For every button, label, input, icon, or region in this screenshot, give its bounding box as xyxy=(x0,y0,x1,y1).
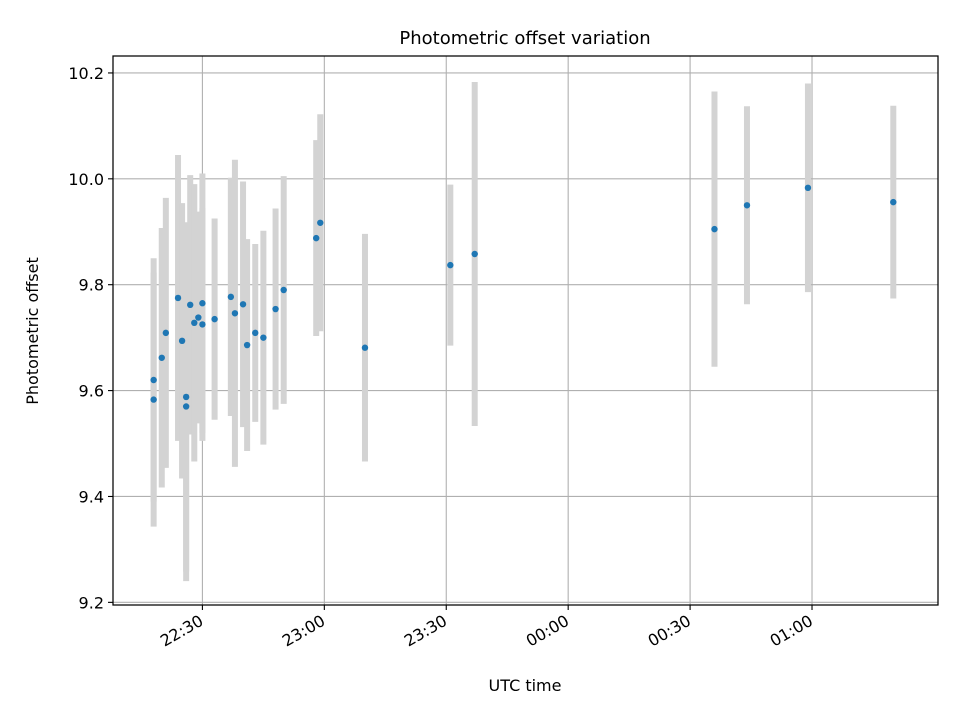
data-point xyxy=(199,321,206,328)
data-point xyxy=(280,286,287,294)
data-point xyxy=(182,403,190,410)
x-tick-layer: 22:30 23:00 23:30 00:00 00:30 01:00 xyxy=(157,605,816,651)
grid-layer xyxy=(113,56,938,605)
data-point xyxy=(447,261,454,269)
data-point xyxy=(471,250,478,258)
data-point xyxy=(804,184,812,192)
y-tick-label: 9.6 xyxy=(79,382,104,401)
data-point xyxy=(239,301,247,308)
x-tick-label: 23:00 xyxy=(279,611,328,651)
y-tick-label: 10.2 xyxy=(68,64,104,83)
errorbar-layer xyxy=(150,81,897,582)
data-point xyxy=(195,314,202,321)
data-point xyxy=(317,219,324,226)
x-tick-label: 00:30 xyxy=(645,611,694,651)
y-tick-label: 9.2 xyxy=(79,593,104,612)
chart-title: Photometric offset variation xyxy=(399,28,650,49)
data-point xyxy=(174,294,182,302)
x-axis-label: UTC time xyxy=(489,676,562,695)
data-point xyxy=(211,315,218,323)
point-layer xyxy=(150,184,897,410)
data-point xyxy=(162,329,170,337)
y-tick-label: 9.4 xyxy=(79,487,104,506)
data-point xyxy=(243,341,251,349)
data-point xyxy=(890,198,897,206)
data-point xyxy=(231,310,239,317)
data-point xyxy=(158,354,165,361)
data-point xyxy=(150,396,157,403)
y-tick-label: 10.0 xyxy=(68,170,104,189)
data-point xyxy=(313,234,320,242)
x-tick-label: 01:00 xyxy=(767,611,816,651)
data-point xyxy=(743,202,751,209)
y-tick-layer: 9.2 9.4 9.6 9.8 10.0 10.2 xyxy=(68,64,113,612)
x-tick-label: 00:00 xyxy=(523,611,572,651)
data-point xyxy=(260,334,267,341)
data-point xyxy=(187,301,194,309)
data-point xyxy=(191,319,198,327)
plot-frame xyxy=(112,55,939,606)
x-tick-label: 23:30 xyxy=(401,611,450,651)
data-point xyxy=(361,344,369,351)
data-point xyxy=(182,393,190,401)
data-point xyxy=(150,376,157,384)
y-axis-label: Photometric offset xyxy=(23,257,42,405)
data-point xyxy=(252,329,259,337)
data-point xyxy=(272,305,279,313)
data-point xyxy=(711,225,718,233)
y-tick-label: 9.8 xyxy=(79,276,104,295)
data-point xyxy=(199,300,206,307)
data-point xyxy=(227,293,235,301)
data-point xyxy=(178,337,186,345)
x-tick-label: 22:30 xyxy=(157,611,206,651)
